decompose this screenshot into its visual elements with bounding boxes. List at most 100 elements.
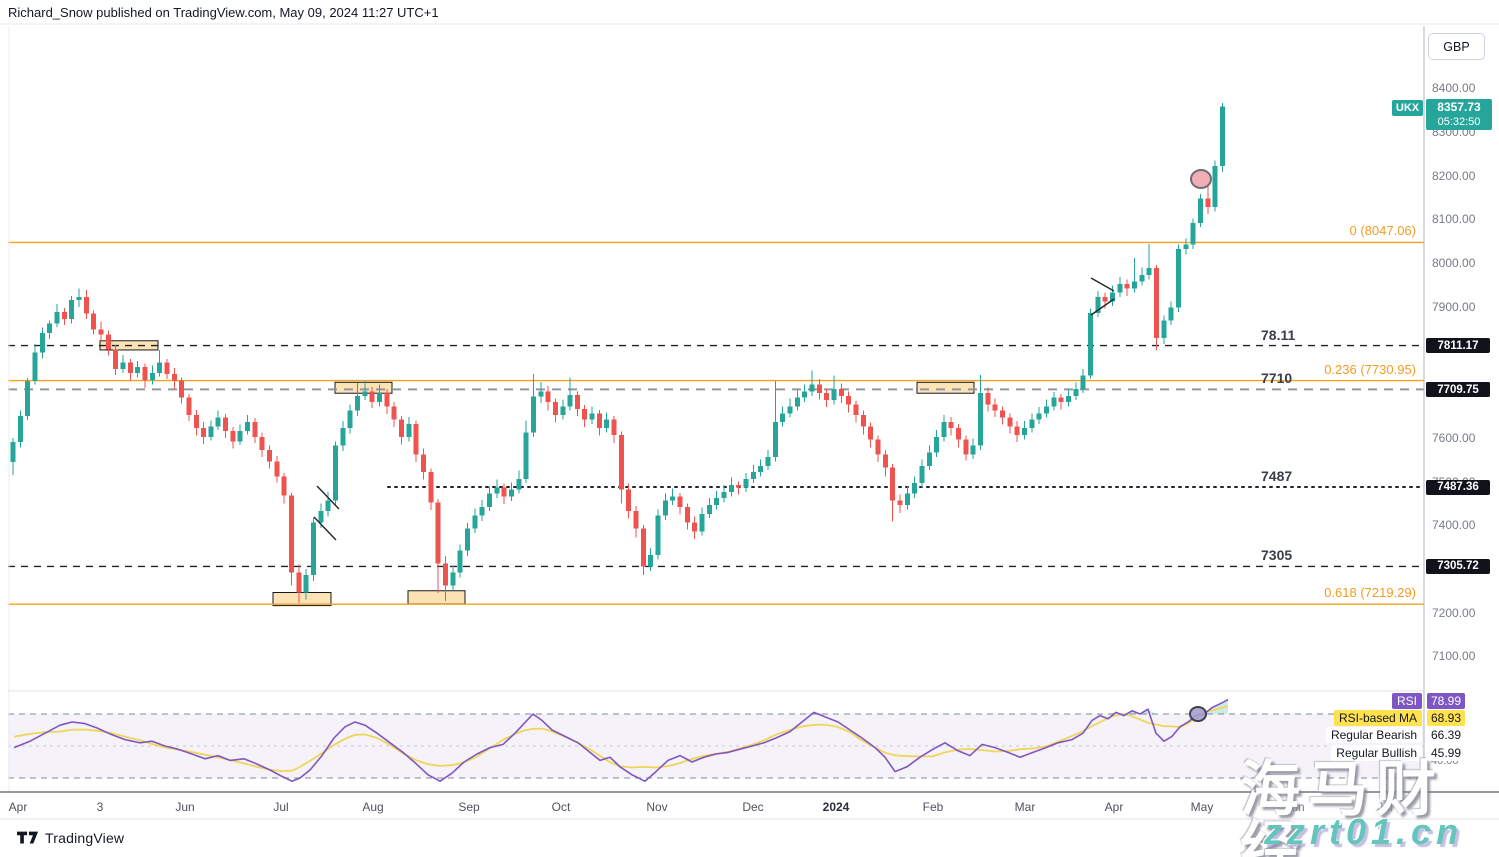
level-text-label: 7710: [1261, 370, 1293, 387]
last-price-value: 8357.73: [1437, 100, 1481, 114]
candle-body: [545, 391, 551, 402]
candle-body: [311, 522, 317, 576]
candle-body: [1080, 375, 1086, 389]
candle-body: [281, 476, 287, 496]
candle-body: [1168, 307, 1174, 321]
candle-body: [179, 380, 185, 398]
candle-body: [1058, 397, 1064, 402]
candle-body: [32, 352, 38, 381]
candle-body: [1051, 397, 1057, 407]
candle-body: [985, 393, 991, 405]
price-axis-label: 8000.00: [1432, 256, 1476, 270]
regular-bearish-label: Regular Bearish: [1325, 727, 1422, 743]
time-axis-label: Jun: [175, 800, 195, 814]
watermark-url: zzrt01.cn: [1264, 811, 1464, 852]
candle-body: [890, 467, 896, 501]
time-axis-label: Nov: [646, 800, 668, 814]
candle-body: [875, 439, 881, 455]
time-axis-label: 3: [96, 800, 104, 814]
price-axis-label: 8400.00: [1432, 81, 1476, 96]
candle-body: [1044, 406, 1050, 414]
currency-button[interactable]: GBP: [1428, 33, 1485, 60]
candle-body: [582, 408, 588, 420]
candle-body: [787, 406, 793, 414]
time-axis-label: Apr: [8, 800, 28, 814]
candle-body: [157, 362, 163, 374]
candle-body: [384, 393, 390, 407]
tradingview-logo[interactable]: TradingView: [17, 830, 124, 846]
candle-body: [692, 522, 698, 532]
candle-body: [882, 454, 888, 468]
price-axis-label: 7900.00: [1432, 299, 1476, 314]
candle-body: [648, 554, 654, 567]
fib-level-label: 0 (8047.06): [1349, 223, 1417, 239]
candle-body: [860, 415, 866, 427]
candle-body: [978, 393, 984, 446]
candle-body: [494, 487, 500, 494]
regular-bullish-label: Regular Bullish: [1331, 745, 1422, 761]
candle-body: [479, 506, 485, 516]
candle-body: [450, 572, 456, 586]
candle-body: [530, 396, 536, 433]
candle-body: [941, 422, 947, 437]
candle-body: [464, 528, 470, 551]
candle-body: [347, 410, 353, 429]
candle-body: [318, 511, 324, 523]
candle-body: [289, 495, 295, 573]
price-axis-label: 7600.00: [1432, 430, 1476, 445]
slash-annotation: [316, 485, 340, 510]
candle-body: [398, 419, 404, 437]
candle-body: [948, 422, 954, 429]
candle-body: [838, 388, 844, 396]
candle-body: [508, 489, 514, 497]
candle-body: [1124, 283, 1130, 289]
fib-level-label: 0.236 (7730.95): [1324, 361, 1416, 377]
candle-body: [274, 461, 280, 477]
time-axis-label: Dec: [742, 800, 764, 814]
candle-body: [684, 506, 690, 523]
candle-body: [1161, 320, 1167, 339]
rsi-legend-label: RSI: [1391, 693, 1422, 709]
candle-body: [868, 426, 874, 440]
candle-body: [435, 502, 441, 564]
candle-body: [963, 439, 969, 455]
candle-body: [523, 432, 529, 479]
candle-body: [574, 394, 580, 409]
candle-body: [904, 493, 910, 506]
candle-body: [362, 391, 368, 396]
level-text-label: 7305: [1261, 547, 1293, 564]
candle-body: [171, 373, 177, 381]
candle-body: [1139, 275, 1145, 282]
candle-body: [824, 393, 830, 401]
candle-body: [296, 572, 302, 593]
candle-body: [325, 500, 331, 512]
candle-body: [956, 428, 962, 440]
candle-body: [626, 489, 632, 512]
candle-body: [391, 406, 397, 420]
candle-body: [1175, 249, 1181, 308]
candlestick-series[interactable]: [10, 103, 1225, 603]
candle-body: [355, 395, 361, 411]
candle-body: [340, 428, 346, 446]
candle-body: [699, 513, 705, 532]
candle-body: [69, 300, 75, 319]
level-text-label: 7487: [1261, 468, 1293, 485]
rsi-value-badge: 78.99: [1427, 693, 1466, 709]
candle-body: [1219, 106, 1225, 166]
rsi-highlight-circle: [1189, 706, 1207, 722]
candle-body: [1131, 281, 1137, 289]
candle-body: [604, 419, 610, 429]
candle-body: [135, 367, 141, 374]
price-axis-label: 8200.00: [1432, 168, 1476, 183]
candle-body: [618, 435, 624, 490]
candle-body: [538, 391, 544, 397]
time-axis-label: Jul: [273, 800, 289, 814]
candle-body: [127, 362, 133, 374]
candle-body: [992, 404, 998, 411]
candle-body: [105, 334, 111, 350]
candle-body: [164, 362, 170, 374]
time-axis-label: Sep: [458, 800, 480, 814]
candle-body: [912, 483, 918, 494]
candle-body: [39, 332, 45, 353]
